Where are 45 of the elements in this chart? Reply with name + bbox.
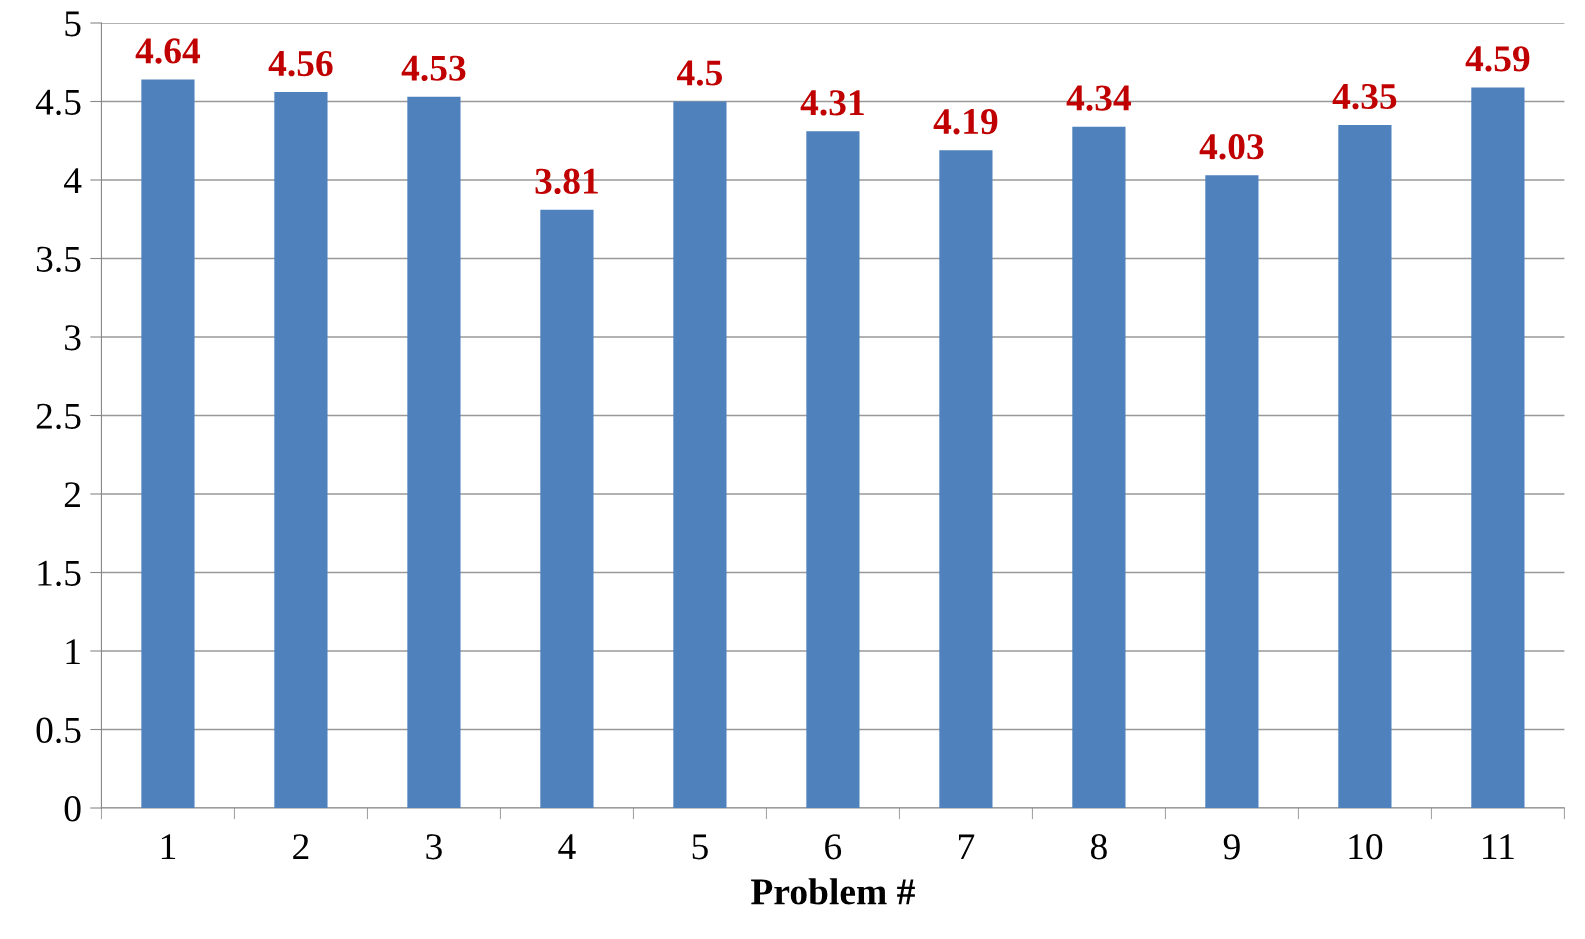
x-tick-label: 9: [1223, 834, 1240, 860]
data-label: 4.03: [1199, 134, 1264, 160]
bar: [806, 131, 860, 809]
x-tick-label: 2: [293, 834, 309, 860]
data-label: 4.5: [677, 60, 722, 86]
y-tick-label: 4.5: [35, 89, 81, 116]
data-label: 4.56: [268, 50, 333, 77]
bar: [673, 101, 727, 809]
x-tick-label: 4: [558, 834, 576, 860]
x-tick-label: 7: [959, 834, 975, 860]
y-tick-label: 3.5: [36, 246, 81, 273]
bar: [1338, 125, 1392, 809]
data-label: 4.35: [1332, 83, 1397, 110]
data-label: 4.53: [401, 55, 466, 82]
bar: [939, 150, 993, 809]
x-tick-label: 3: [426, 834, 442, 860]
x-tick-label: 5: [692, 834, 708, 860]
y-tick-label: 4: [63, 168, 82, 194]
bar: [141, 79, 195, 809]
y-tick-label: 2.5: [36, 403, 81, 430]
y-tick-label: 3: [65, 325, 81, 351]
bar: [540, 209, 594, 809]
x-tick-label: 10: [1349, 834, 1383, 860]
y-tick-label: 2: [64, 482, 80, 508]
bar: [1471, 87, 1525, 809]
x-axis-title: Problem #: [751, 878, 915, 905]
y-tick-label: 5: [65, 11, 81, 37]
y-tick-label: 0: [64, 796, 81, 822]
y-tick-label: 0.5: [36, 717, 81, 744]
bar: [1205, 175, 1259, 809]
bar: [407, 96, 461, 809]
bar: [274, 92, 328, 809]
y-tick-label: 1.5: [38, 560, 81, 587]
x-tick-label: 1: [161, 834, 176, 860]
x-tick-label: 6: [825, 834, 842, 860]
data-label: 4.34: [1066, 85, 1132, 111]
y-tick-label: 1: [66, 639, 80, 665]
data-label: 3.81: [535, 168, 598, 195]
data-label: 4.19: [933, 109, 998, 135]
x-tick-label: 8: [1090, 834, 1107, 860]
x-tick-label: 11: [1483, 834, 1514, 860]
data-label: 4.31: [800, 90, 864, 116]
data-label: 4.64: [135, 38, 201, 64]
data-label: 4.59: [1465, 46, 1530, 72]
bar: [1072, 126, 1126, 809]
